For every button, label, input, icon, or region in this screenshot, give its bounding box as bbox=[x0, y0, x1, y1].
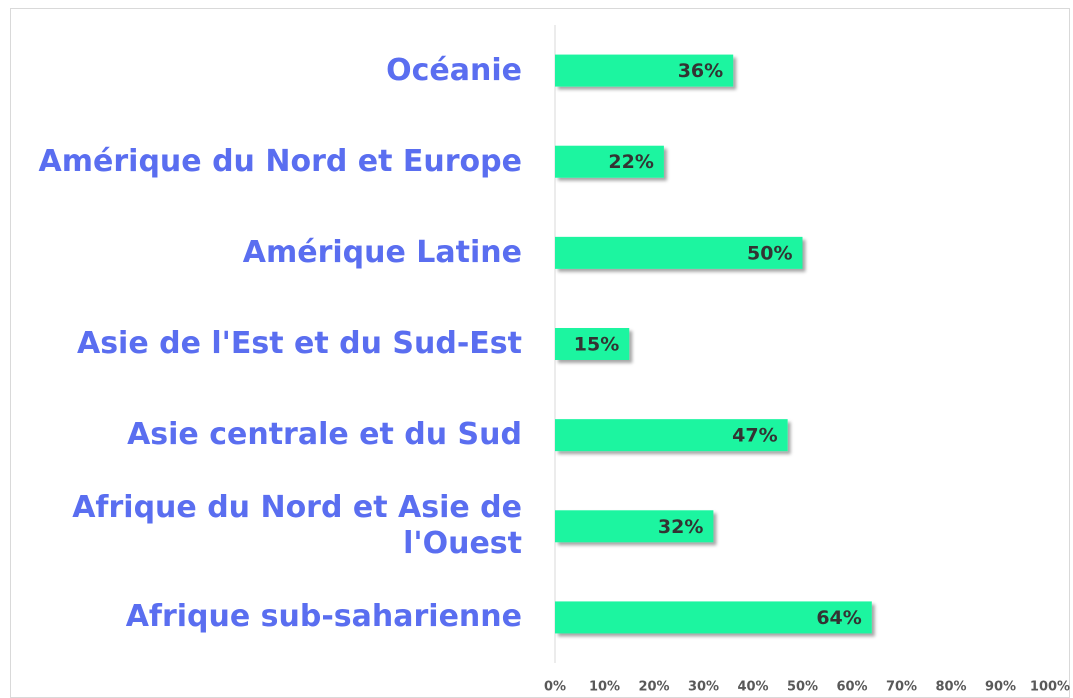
bar bbox=[555, 145, 664, 178]
value-label: 36% bbox=[678, 60, 723, 82]
x-tick-label: 60% bbox=[836, 680, 867, 695]
category-label: Amérique Latine bbox=[242, 234, 522, 270]
value-label: 47% bbox=[732, 425, 777, 447]
value-label: 22% bbox=[608, 151, 653, 173]
x-tick-label: 100% bbox=[1030, 680, 1070, 695]
value-label: 15% bbox=[574, 334, 619, 356]
x-tick-label: 30% bbox=[688, 680, 719, 695]
category-label: Afrique sub-saharienne bbox=[125, 599, 522, 635]
value-label: 64% bbox=[816, 607, 861, 629]
bar bbox=[555, 510, 714, 543]
x-tick-label: 40% bbox=[737, 680, 768, 695]
x-tick-label: 80% bbox=[935, 680, 966, 695]
category-label: Afrique du Nord et Asie de l'Ouest bbox=[72, 490, 522, 562]
x-tick-label: 20% bbox=[638, 680, 669, 695]
bar bbox=[555, 54, 734, 87]
x-tick-label: 0% bbox=[544, 680, 566, 695]
x-tick-label: 10% bbox=[589, 680, 620, 695]
bar bbox=[555, 419, 788, 452]
x-tick-label: 50% bbox=[787, 680, 818, 695]
value-label: 32% bbox=[658, 516, 703, 538]
bar bbox=[555, 236, 803, 269]
category-label: Océanie bbox=[386, 52, 522, 88]
category-label: Asie centrale et du Sud bbox=[127, 417, 522, 453]
bar bbox=[555, 601, 872, 634]
category-label: Amérique du Nord et Europe bbox=[38, 143, 522, 179]
x-tick-label: 70% bbox=[886, 680, 917, 695]
value-label: 50% bbox=[747, 242, 792, 264]
bar bbox=[555, 328, 630, 360]
x-tick-label: 90% bbox=[985, 680, 1016, 695]
category-label: Asie de l'Est et du Sud-Est bbox=[76, 325, 522, 361]
